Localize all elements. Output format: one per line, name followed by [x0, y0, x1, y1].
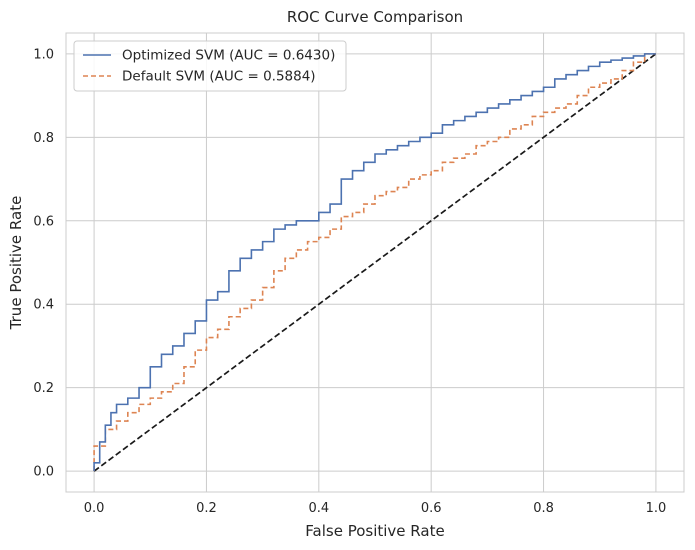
legend-box: [73, 40, 347, 92]
y-tick-label: 1.0: [33, 47, 54, 62]
chart-title: ROC Curve Comparison: [287, 8, 463, 26]
y-axis-title: True Positive Rate: [7, 196, 25, 331]
series-line-reference-diagonal: [93, 53, 657, 472]
legend-label-optimized-svm: Optimized SVM (AUC = 0.6430): [122, 48, 335, 64]
x-tick-label: 0.2: [196, 501, 217, 516]
x-axis-ticks: 0.0 0.2 0.4 0.6 0.8 1.0: [84, 501, 667, 516]
series-line-default-svm: [93, 53, 656, 472]
x-tick-label: 0.4: [308, 501, 329, 516]
x-tick-label: 0.8: [533, 501, 554, 516]
series-layer: [93, 53, 657, 472]
plot-frame: [65, 32, 685, 493]
x-tick-label: 0.6: [421, 501, 442, 516]
grid-lines: [66, 33, 684, 492]
y-tick-label: 0.6: [33, 214, 54, 229]
series-line-optimized-svm: [93, 53, 656, 472]
y-tick-label: 0.8: [33, 131, 54, 146]
x-tick-label: 1.0: [646, 501, 667, 516]
legend-label-default-svm: Default SVM (AUC = 0.5884): [122, 69, 316, 85]
x-tick-label: 0.0: [84, 501, 105, 516]
y-tick-label: 0.0: [33, 465, 54, 480]
x-axis-title: False Positive Rate: [305, 522, 444, 540]
y-tick-label: 0.4: [33, 298, 54, 313]
legend: Optimized SVM (AUC = 0.6430) Default SVM …: [73, 40, 347, 92]
y-axis-ticks: 0.0 0.2 0.4 0.6 0.8 1.0: [33, 47, 54, 479]
y-tick-label: 0.2: [33, 381, 54, 396]
